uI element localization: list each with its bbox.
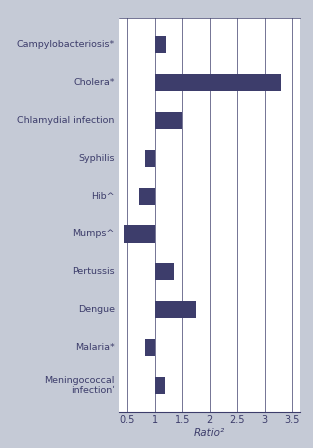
Bar bbox=[145, 150, 155, 167]
X-axis label: Ratio²: Ratio² bbox=[194, 428, 225, 438]
Bar bbox=[145, 339, 155, 356]
Bar bbox=[155, 112, 182, 129]
Bar bbox=[155, 36, 166, 53]
Bar bbox=[155, 377, 165, 394]
Bar bbox=[155, 263, 174, 280]
Bar bbox=[139, 188, 155, 205]
Bar bbox=[155, 301, 196, 319]
Bar bbox=[125, 225, 155, 242]
Bar bbox=[155, 74, 281, 91]
